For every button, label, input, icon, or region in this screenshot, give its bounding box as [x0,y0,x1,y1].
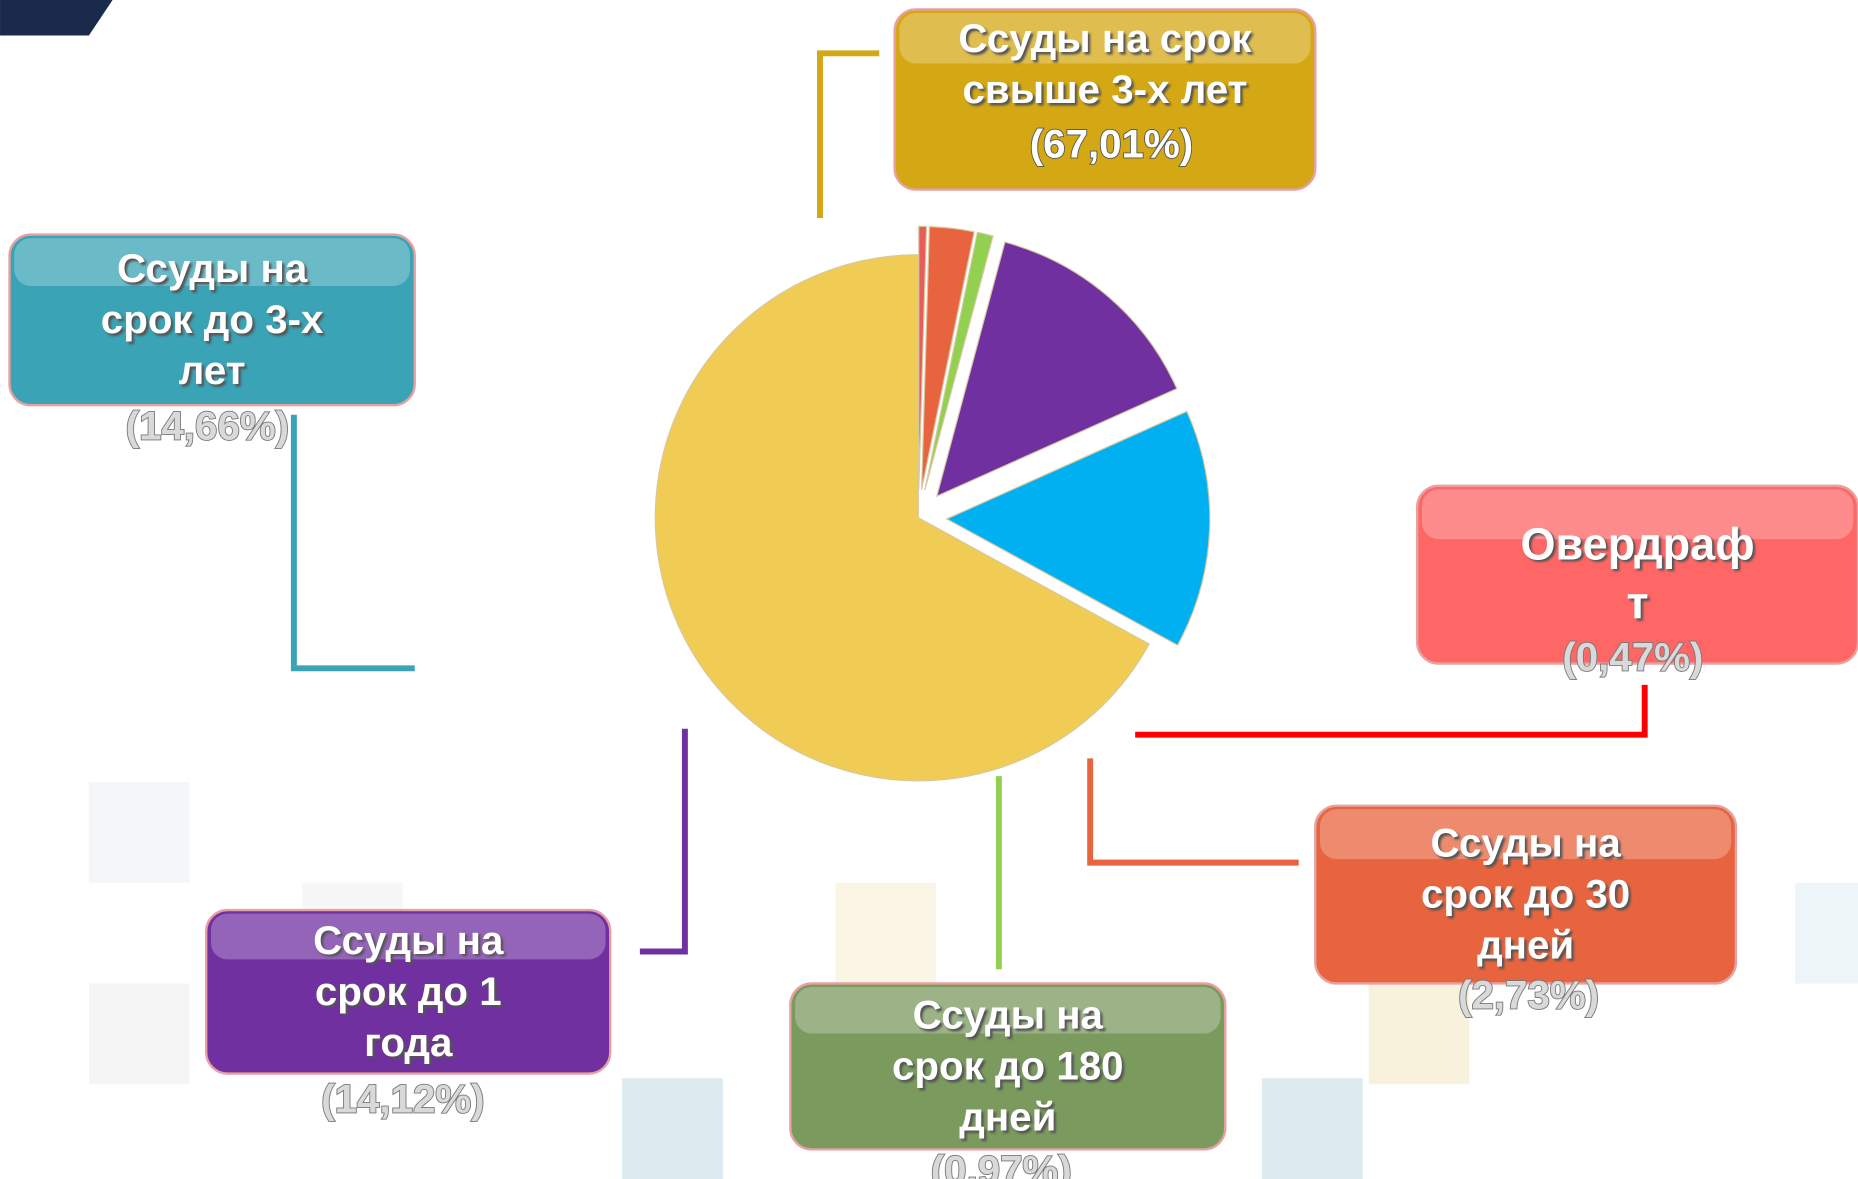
label-box [789,982,1227,1151]
category-label: Ссуды на срок до 1 года [313,917,504,1065]
pie [654,225,1211,782]
background-grid [88,782,1858,1179]
category-label: Ссуды на срок до 30 дней [1421,820,1631,968]
pie-slice [924,231,994,491]
pie-slice [654,254,1150,782]
value-label: (2,73%) [1458,972,1599,1017]
pie-slice [918,225,928,490]
value-label: (14,66%) [126,404,289,449]
label-box [205,908,612,1075]
label-box-gloss [1421,489,1854,540]
category-label: Ссуды на срок свыше 3-х лет [958,16,1252,113]
label-box-gloss [14,238,411,286]
category-label: Ссуды на срок до 3-х лет [100,245,324,393]
category-label: Ссуды на срок до 180 дней [892,992,1124,1140]
label-text-box: Овердрафт [1520,520,1755,630]
label-box-gloss [795,987,1221,1034]
label-box [893,8,1317,191]
connectors [290,50,1648,970]
label-box-gloss [210,913,606,960]
label-box-gloss [899,13,1311,64]
label-text-box: Ссуды на срок до 30 дней [1421,820,1631,968]
value-label: (67,01%) [1030,122,1193,167]
pie-slice [945,410,1211,646]
value-label: (14,12%) [321,1077,484,1122]
label-text-box: Ссуды на срок до 1 года [313,917,504,1065]
pie-slice [935,241,1178,498]
pie-slice [921,226,975,490]
label-text-box: Ссуды на срок до 180 дней [892,992,1124,1140]
category-label: Овердрафт [1520,520,1755,630]
value-label: (0,47%) [1562,635,1703,680]
value-label: (0,97%) [931,1148,1072,1179]
labels: Овердрафт (0,47%) Ссуды на срок до 30 дней… [8,8,1858,1179]
corner-decoration [0,0,113,36]
label-box-gloss [1320,809,1732,860]
label-box [8,233,416,407]
label-text-box: Ссуды на срок до 3-х лет [100,245,324,393]
label-text-box: Ссуды на срок свыше 3-х лет [958,16,1252,113]
label-box [1314,804,1738,985]
